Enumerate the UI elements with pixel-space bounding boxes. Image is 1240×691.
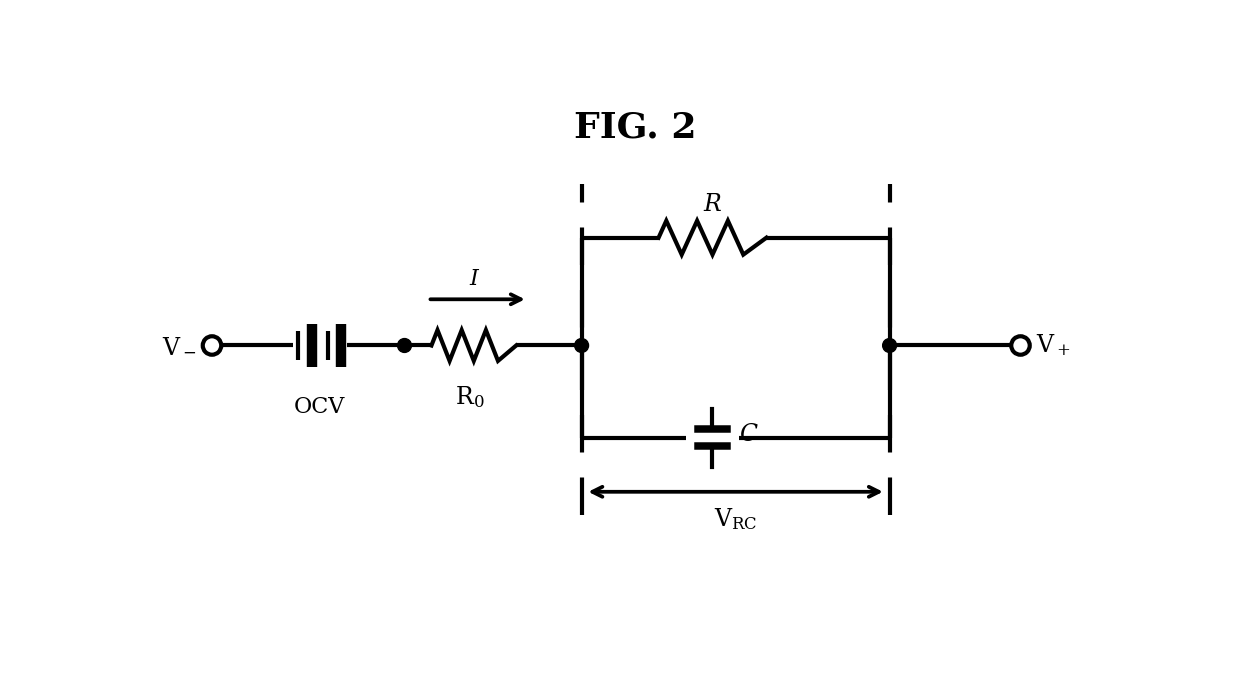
Text: $\mathregular{V_+}$: $\mathregular{V_+}$ xyxy=(1035,332,1071,359)
Text: FIG. 2: FIG. 2 xyxy=(574,111,697,144)
Circle shape xyxy=(574,339,589,352)
Text: R: R xyxy=(703,193,722,216)
Circle shape xyxy=(1012,337,1029,354)
Text: I: I xyxy=(470,268,479,290)
Circle shape xyxy=(398,339,412,352)
Text: C: C xyxy=(739,422,758,446)
Text: $\mathregular{R_0}$: $\mathregular{R_0}$ xyxy=(455,384,485,410)
Text: OCV: OCV xyxy=(294,395,346,417)
Text: $\mathregular{V_-}$: $\mathregular{V_-}$ xyxy=(161,334,197,357)
Circle shape xyxy=(883,339,897,352)
Circle shape xyxy=(203,337,221,354)
Text: $\mathregular{V_{RC}}$: $\mathregular{V_{RC}}$ xyxy=(714,506,758,531)
